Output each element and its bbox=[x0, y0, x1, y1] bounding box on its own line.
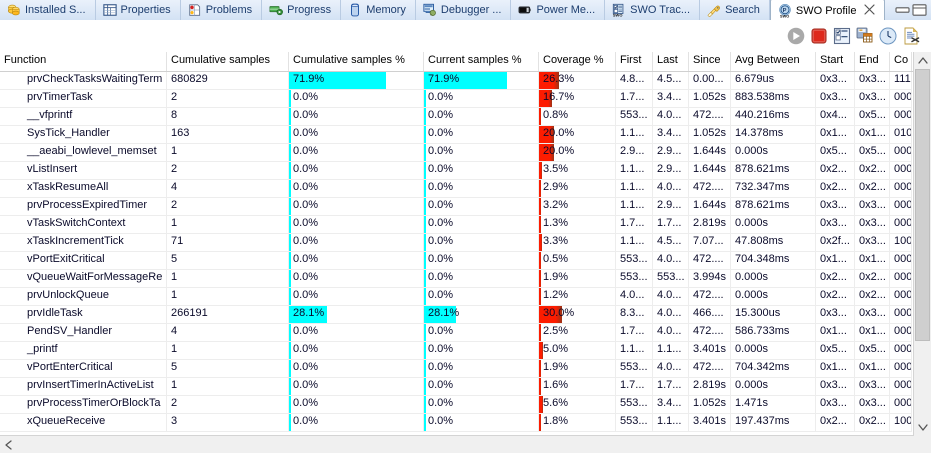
svg-text:SWO: SWO bbox=[780, 14, 789, 18]
svg-text:P: P bbox=[783, 8, 787, 14]
svg-text:SWO: SWO bbox=[613, 12, 623, 17]
